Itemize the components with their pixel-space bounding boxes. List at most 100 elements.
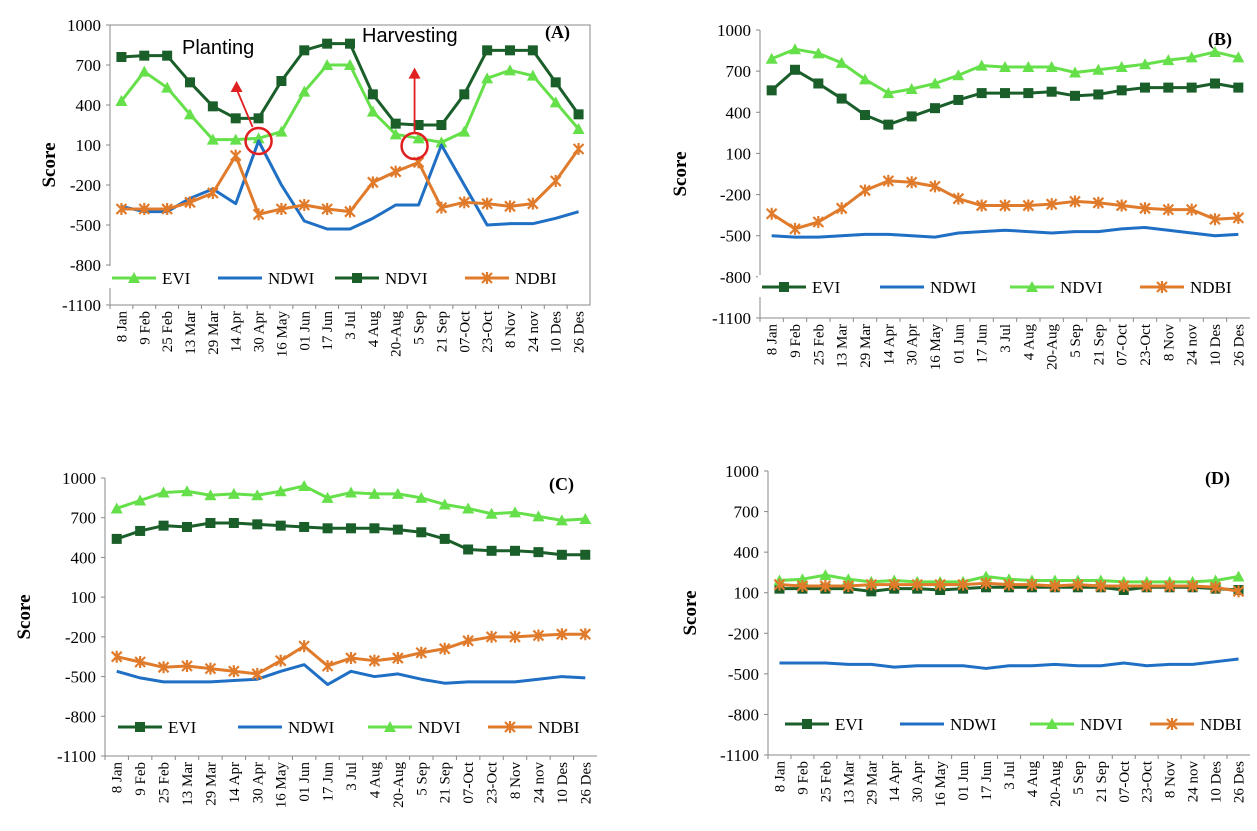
data-point-evi [206,133,219,145]
data-point-evi [463,544,474,555]
data-point-ndvi [227,487,240,499]
data-point-ndvi [253,113,264,124]
legend-label: EVI [162,269,191,288]
data-point-ndbi [1232,211,1245,224]
x-tick-label: 8 Jan [110,762,126,794]
data-point-ndbi [905,176,918,189]
x-tick-label: 01 Jun [297,311,313,351]
x-tick-label: 13 Mar [835,324,851,368]
y-tick-label: 400 [76,96,102,115]
data-point-ndbi [975,199,988,212]
x-tick-label: 20-Aug [1048,761,1064,807]
legend-label: NDWI [268,269,315,288]
data-point-ndvi [367,89,378,100]
data-point-ndbi [865,578,878,591]
chart-panel-0: 1000 700 400 100 -200 -500 -800 -1100 Score 8 Jan… [39,16,591,357]
legend-label: NDVI [1080,715,1123,734]
data-point-ndbi [1185,203,1198,216]
data-point-ndvi [1092,63,1105,75]
data-point-ndbi [957,578,969,591]
data-point-ndbi [1232,585,1245,598]
y-tick-label: -1100 [712,309,751,328]
panel-tag: (C) [549,474,574,495]
data-point-ndbi [298,640,310,653]
data-point-ndvi [1232,570,1245,582]
x-tick-label: 24 nov [1185,324,1201,366]
data-point-evi [836,93,847,104]
data-point-ndvi [1069,66,1081,78]
data-point-ndbi [228,665,240,678]
x-tick-label: 3 Jul [343,311,359,340]
data-point-ndvi [905,82,918,94]
x-tick-label: 01 Jun [956,761,972,801]
data-point-ndvi [230,113,241,124]
data-point-evi [533,547,544,558]
data-point-evi [1046,86,1057,97]
x-tick-label: 16 May [274,762,290,809]
x-tick-label: 10 Des [555,762,571,804]
data-point-evi [435,136,448,148]
data-point-evi [298,85,311,97]
x-tick-label: 20-Aug [391,762,407,808]
x-tick-label: 26 Des [578,762,594,804]
y-tick-label: -500 [728,665,759,684]
data-point-evi [481,72,494,84]
data-point-ndvi [505,45,515,56]
x-tick-label: 10 Des [1209,761,1225,803]
y-tick-label: 100 [734,584,760,603]
data-point-evi [572,123,585,134]
x-tick-label: 8 Jan [114,311,130,343]
data-point-ndbi [1163,579,1176,592]
legend-marker [128,272,140,283]
legend-label: NDBI [515,269,557,288]
x-tick-label: 13 Mar [183,311,199,355]
legend-bg [896,712,1000,734]
x-tick-label: 29 Mar [206,311,222,355]
data-point-ndvi [162,50,173,61]
x-tick-label: 29 Mar [864,761,880,805]
data-point-ndbi [789,222,801,235]
data-point-ndvi [298,479,311,491]
legend-marker [1166,718,1178,730]
data-point-ndbi [1209,213,1221,226]
legend-marker [1046,718,1058,729]
x-tick-label: 30 Apr [250,762,266,803]
data-point-ndbi [298,199,311,211]
y-axis-title: Score [680,590,701,635]
data-point-ndbi [345,652,357,665]
y-tick-label: -500 [65,668,96,687]
data-point-ndbi [934,578,946,591]
x-tick-label: 20-Aug [1045,324,1061,370]
planting-arrowhead [230,81,243,92]
y-tick-label: 1000 [62,469,96,488]
data-point-evi [392,524,403,535]
data-point-ndbi [1140,579,1153,592]
legend-label: NDWI [950,715,997,734]
data-point-evi [1093,89,1104,100]
data-point-ndvi [859,73,871,85]
panel-tag: (D) [1205,468,1230,489]
y-axis-title: Score [39,142,60,187]
x-tick-label: 8 Nov [508,762,524,800]
data-point-ndvi [204,489,217,501]
y-tick-label: -200 [728,624,759,643]
data-point-evi [389,128,402,140]
data-point-ndvi [276,76,287,86]
data-point-ndvi [573,109,584,120]
data-point-ndbi [999,199,1011,212]
x-tick-label: 14 Apr [887,761,903,802]
data-point-ndvi [345,38,355,49]
data-point-ndvi [1162,54,1175,66]
data-point-ndbi [1045,198,1058,211]
data-point-ndbi [556,628,568,641]
data-point-ndbi [251,667,264,680]
data-point-ndbi [929,180,941,193]
x-tick-label: 8 Nov [1161,324,1177,362]
y-tick-label: -1100 [62,296,101,315]
legend-label: NDBI [1200,715,1242,734]
data-point-evi [510,545,520,556]
data-point-evi [275,125,288,137]
x-tick-label: 21 Sep [1094,761,1110,802]
data-point-ndbi [157,661,170,674]
data-point-ndbi [509,630,521,643]
